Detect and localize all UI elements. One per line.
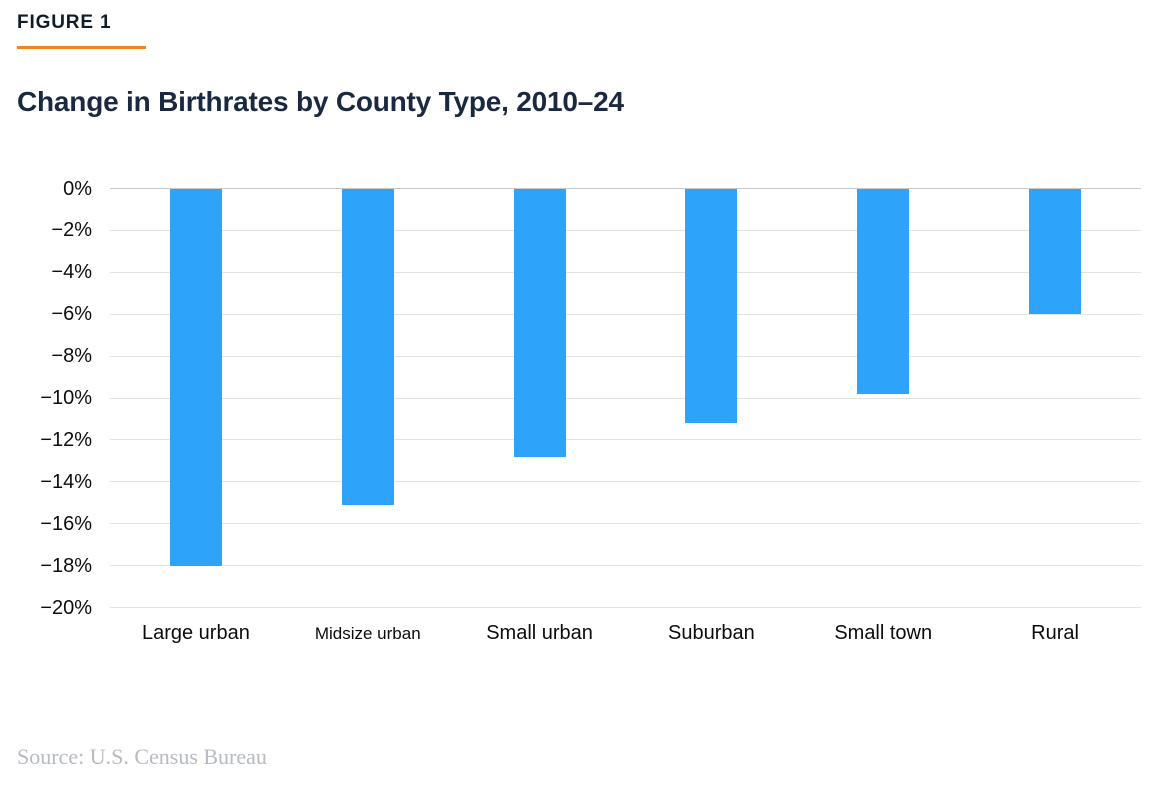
bar-column: [282, 188, 454, 608]
bar-series: [110, 188, 1141, 608]
x-axis-label: Large urban: [141, 621, 250, 644]
x-axis-label: Suburban: [668, 621, 755, 644]
bar-midsize-urban: [341, 188, 394, 505]
x-axis-labels: Large urban Midsize urban Small urban Subur…: [110, 621, 1141, 646]
y-axis-tick-label: 0%: [63, 177, 92, 200]
plot-area: 0% −2% −4% −6% −8% −10% −12% −14% −16% −18% −20%: [40, 178, 1141, 619]
figure-label: FIGURE 1: [17, 12, 112, 33]
bar-rural: [1029, 188, 1082, 315]
gridline: [110, 229, 1141, 231]
gridline: [110, 313, 1141, 315]
bar-column: [454, 188, 626, 608]
gridline: [110, 271, 1141, 273]
y-axis-tick-label: −10%: [40, 387, 92, 410]
x-axis-label: Small town: [834, 621, 933, 644]
gridline: [110, 397, 1141, 399]
gridline: [110, 439, 1141, 441]
gridline: [110, 188, 1141, 190]
gridline: [110, 565, 1141, 567]
gridline: [110, 355, 1141, 357]
bar-large-urban: [169, 188, 222, 566]
bar-column: [625, 188, 797, 608]
chart-title: Change in Birthrates by County Type, 201…: [17, 86, 624, 117]
bar-small-urban: [513, 188, 566, 457]
y-axis-tick-label: −14%: [40, 470, 92, 493]
y-axis-tick-label: −16%: [40, 512, 92, 535]
x-axis-label: Midsize urban: [314, 623, 421, 643]
y-axis-tick-label: −8%: [51, 345, 92, 368]
x-axis-label: Small urban: [486, 621, 593, 644]
source-note: Source: U.S. Census Bureau: [17, 744, 267, 769]
x-axis-label: Rural: [1031, 621, 1079, 644]
bar-column: [797, 188, 969, 608]
y-axis-tick-label: −6%: [51, 303, 92, 326]
bar-suburban: [685, 188, 738, 424]
gridline: [110, 481, 1141, 483]
y-axis-tick-label: −2%: [51, 219, 92, 242]
y-axis-tick-label: −12%: [40, 428, 92, 451]
bar-column: [110, 188, 282, 608]
bar-small-town: [857, 188, 910, 394]
gridline: [110, 607, 1141, 609]
y-axis-tick-label: −18%: [40, 554, 92, 577]
y-axis-tick-label: −20%: [40, 596, 92, 619]
gridline: [110, 523, 1141, 525]
bar-chart: 0% −2% −4% −6% −8% −10% −12% −14% −16% −18% −20% L…: [17, 178, 1141, 646]
y-axis-tick-label: −4%: [51, 261, 92, 284]
figure-label-underline: [17, 46, 146, 49]
bar-column: [969, 188, 1141, 608]
